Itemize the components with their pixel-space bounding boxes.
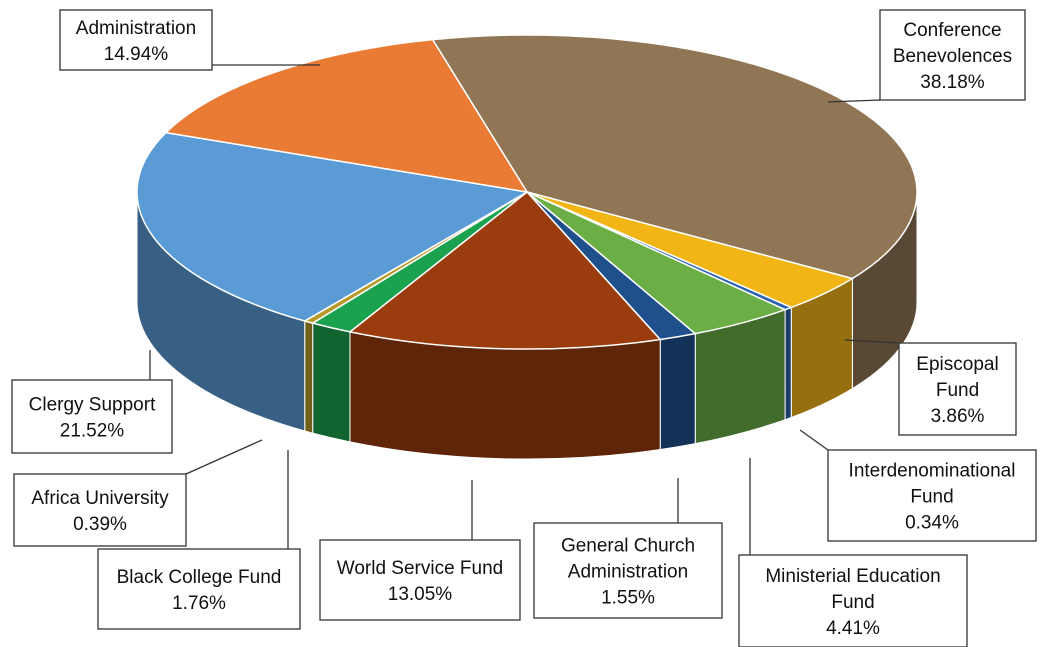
data-label-administration-line-1: 14.94%: [104, 44, 169, 65]
data-label-interdenominational-fund-line-0: Interdenominational: [849, 461, 1016, 482]
leader-line-interdenominational-fund: [799, 429, 829, 451]
label-box-conference-benevolences: [879, 9, 1026, 101]
slice-side-africa-university: [304, 320, 314, 434]
data-label-conference-benevolences-line-2: 38.18%: [920, 72, 985, 93]
slice-side-interdenominational-fund: [784, 306, 792, 421]
data-label-conference-benevolences-line-1: Benevolences: [893, 46, 1012, 67]
label-box-general-church-administration: [533, 522, 723, 619]
data-label-ministerial-education-fund-line-1: Fund: [831, 592, 874, 613]
slice-administration: [164, 38, 529, 194]
label-box-administration: [59, 9, 213, 71]
data-label-episcopal-fund-line-2: 3.86%: [931, 406, 985, 427]
data-label-africa-university-line-1: 0.39%: [73, 514, 127, 535]
pie-tops: [136, 34, 918, 350]
leader-line-conference-benevolences: [827, 99, 881, 103]
label-box-black-college-fund: [97, 548, 301, 630]
data-label-interdenominational-fund-line-1: Fund: [910, 487, 953, 508]
leader-line-africa-university: [185, 439, 263, 475]
slice-side-world-service-fund: [349, 331, 661, 460]
pie-sides: [136, 191, 918, 460]
data-label-world-service-fund-line-0: World Service Fund: [337, 558, 504, 579]
label-box-clergy-support: [11, 379, 173, 454]
leader-line-episcopal-fund: [844, 339, 900, 344]
pie-labels: Conference Benevolences 38.18% Episcopal Fun…: [11, 9, 1037, 647]
label-box-interdenominational-fund: [827, 449, 1037, 542]
data-label-africa-university-line-0: Africa University: [31, 488, 169, 509]
data-label-general-church-administration-line-0: General Church: [561, 536, 695, 557]
data-label-interdenominational-fund-line-2: 0.34%: [905, 513, 959, 534]
data-label-episcopal-fund-line-1: Fund: [936, 380, 979, 401]
slice-side-black-college-fund: [312, 322, 351, 443]
data-label-black-college-fund-line-1: 1.76%: [172, 593, 226, 614]
data-label-ministerial-education-fund-line-2: 4.41%: [826, 618, 880, 639]
label-box-world-service-fund: [319, 539, 521, 621]
slice-side-general-church-administration: [659, 333, 696, 451]
data-label-general-church-administration-line-1: Administration: [568, 562, 688, 583]
data-label-black-college-fund-line-0: Black College Fund: [117, 567, 282, 588]
label-box-ministerial-education-fund: [738, 554, 968, 647]
data-label-ministerial-education-fund-line-0: Ministerial Education: [765, 566, 940, 587]
slice-clergy-support: [136, 131, 530, 322]
data-label-conference-benevolences-line-0: Conference: [903, 20, 1001, 41]
data-label-world-service-fund-line-1: 13.05%: [388, 584, 453, 605]
slice-world-service-fund: [348, 190, 662, 350]
data-label-general-church-administration-line-2: 1.55%: [601, 588, 655, 609]
data-label-clergy-support-line-0: Clergy Support: [29, 395, 156, 416]
data-label-clergy-support-line-1: 21.52%: [60, 421, 125, 442]
data-label-episcopal-fund-line-0: Episcopal: [916, 354, 998, 375]
data-label-administration-line-0: Administration: [76, 18, 196, 39]
label-box-episcopal-fund: [898, 342, 1017, 436]
label-box-africa-university: [13, 473, 187, 547]
